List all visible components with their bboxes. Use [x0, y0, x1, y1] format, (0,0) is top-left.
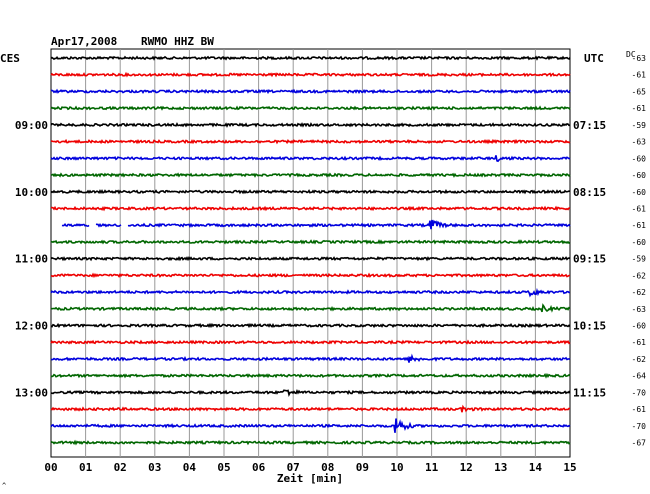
dc-header-label: DC — [626, 50, 636, 59]
trace-line — [50, 88, 571, 95]
chart-date: Apr17,2008 — [51, 35, 117, 48]
trace-line — [50, 255, 571, 262]
corner-mark: ^ — [2, 482, 6, 490]
right-time-label: 09:15 — [573, 253, 606, 266]
x-tick-label: 07 — [287, 461, 300, 474]
dc-offset-label: -65 — [632, 87, 647, 96]
traces — [50, 55, 571, 446]
trace-line — [50, 322, 571, 329]
trace-line — [50, 105, 571, 111]
dc-offset-label: -63 — [632, 138, 647, 147]
x-tick-label: 12 — [460, 461, 473, 474]
minute-grid — [85, 49, 536, 457]
dc-offset-label: -61 — [632, 405, 647, 414]
x-tick-label: 03 — [148, 461, 161, 474]
trace-line — [50, 388, 571, 397]
trace-line — [50, 138, 571, 145]
trace-line — [50, 205, 571, 212]
dc-offset-label: -59 — [632, 255, 647, 264]
x-tick-label: 06 — [252, 461, 266, 474]
dc-offset-label: -60 — [632, 154, 647, 163]
right-time-label: 07:15 — [573, 119, 606, 132]
trace-line — [50, 188, 571, 195]
left-time-label: 10:00 — [15, 186, 48, 199]
x-tick-label: 10 — [390, 461, 403, 474]
dc-offset-label: -64 — [632, 372, 647, 381]
dc-offset-label: -61 — [632, 338, 647, 347]
x-tick-label: 09 — [356, 461, 369, 474]
trace-line — [50, 122, 570, 128]
left-time-label: 12:00 — [15, 320, 48, 333]
x-tick-label: 04 — [183, 461, 197, 474]
dc-offset-label: -60 — [632, 188, 647, 197]
dc-offset-label: -70 — [632, 422, 647, 431]
plot-frame — [50, 48, 571, 458]
trace-line — [61, 219, 571, 230]
chart-station: RWMO HHZ BW — [141, 35, 214, 48]
dc-offset-label: -70 — [632, 388, 647, 397]
x-tick-label: 05 — [217, 461, 230, 474]
left-timezone-label: CES — [0, 52, 20, 65]
x-tick-label: 00 — [44, 461, 57, 474]
dc-offset-label: -59 — [632, 121, 647, 130]
dc-offset-label: -62 — [632, 271, 647, 280]
left-time-label: 13:00 — [15, 386, 48, 399]
trace-line — [50, 353, 571, 363]
dc-offset-label: -61 — [632, 204, 647, 213]
trace-line — [50, 339, 571, 345]
trace-line — [50, 404, 571, 413]
left-time-labels: 09:00 10:00 11:00 12:00 13:00 — [15, 119, 48, 400]
dc-offset-label: -61 — [632, 104, 647, 113]
trace-line — [50, 155, 571, 163]
trace-line — [50, 418, 571, 433]
dc-offset-labels: -63 -61 -65 -61 -59 -63 -60 -60 -60 -61 -61 -60 -59 -… — [632, 54, 647, 448]
x-tick-label: 08 — [321, 461, 334, 474]
x-tick-label: 14 — [529, 461, 543, 474]
trace-line — [50, 439, 571, 446]
dc-offset-label: -61 — [632, 221, 647, 230]
left-time-label: 11:00 — [15, 253, 48, 266]
dc-offset-label: -63 — [632, 54, 647, 63]
trace-line — [50, 272, 570, 279]
right-time-label: 10:15 — [573, 320, 606, 333]
x-tick-label: 11 — [425, 461, 439, 474]
dc-offset-label: -67 — [632, 439, 647, 448]
right-time-label: 11:15 — [573, 386, 606, 399]
dc-offset-label: -60 — [632, 238, 647, 247]
trace-line — [50, 372, 571, 379]
dc-offset-label: -62 — [632, 288, 647, 297]
x-tick-label: 02 — [114, 461, 127, 474]
x-axis-label: Zeit [min] — [277, 472, 343, 485]
x-tick-labels: 00 01 02 03 04 05 06 07 08 09 10 11 12 13 14 15 — [44, 461, 576, 474]
trace-line — [50, 303, 571, 313]
right-time-labels: 07:15 08:15 09:15 10:15 11:15 — [573, 119, 606, 400]
x-tick-label: 01 — [79, 461, 93, 474]
trace-line — [50, 172, 571, 178]
dc-offset-label: -60 — [632, 171, 647, 180]
left-time-label: 09:00 — [15, 119, 48, 132]
x-tick-label: 15 — [563, 461, 576, 474]
dc-offset-label: -60 — [632, 322, 647, 331]
right-time-label: 08:15 — [573, 186, 606, 199]
dc-offset-label: -62 — [632, 355, 647, 364]
trace-line — [50, 287, 570, 298]
dc-offset-label: -63 — [632, 305, 647, 314]
x-tick-label: 13 — [494, 461, 507, 474]
trace-line — [50, 55, 571, 61]
trace-line — [50, 239, 571, 245]
right-timezone-label: UTC — [584, 52, 604, 65]
trace-line — [50, 71, 571, 78]
dc-offset-label: -61 — [632, 71, 647, 80]
